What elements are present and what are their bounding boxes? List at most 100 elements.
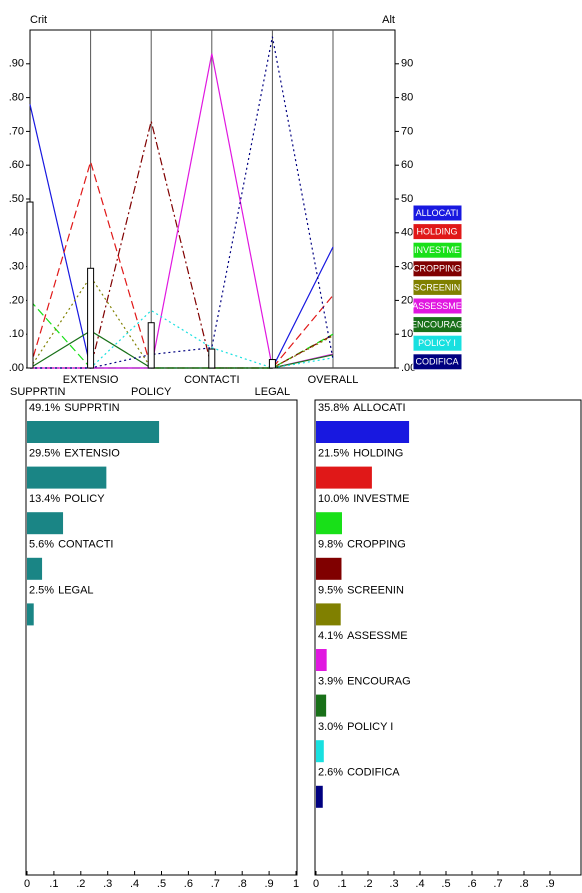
y-tick-label: .80 [9, 92, 24, 104]
x-tick-label: .6 [184, 878, 193, 890]
y-tick-label: .70 [9, 125, 24, 137]
x-tick-label: .4 [130, 878, 139, 890]
y-tick-label: .10 [9, 328, 24, 340]
weight-bar [26, 201, 34, 369]
bar [27, 557, 43, 580]
value-label: 49.1% [29, 402, 60, 414]
legend-text: SCREENIN [414, 282, 461, 292]
y2-tick-label: .00 [401, 362, 416, 374]
value-label: 3.9% [318, 676, 343, 688]
value-label: 4.1% [318, 630, 343, 642]
y2-tick-label: 30 [401, 261, 413, 273]
y-tick-label: .90 [9, 58, 24, 70]
x-tick-label: 1 [293, 878, 299, 890]
category-label: SUPPRTIN [64, 402, 119, 414]
y-tick-label: .20 [9, 294, 24, 306]
bar [316, 466, 372, 489]
legend-box [412, 353, 463, 371]
alternative-line [30, 36, 334, 369]
y-tick-label: .40 [9, 227, 24, 239]
category-label: SUPPRTIN [10, 386, 65, 398]
x-tick-label: .7 [493, 878, 502, 890]
weight-bar [147, 322, 155, 369]
y2-tick-label: 60 [401, 159, 413, 171]
y2-tick-label: 70 [401, 125, 413, 137]
weight-bar [87, 267, 95, 369]
legend-box [412, 223, 463, 241]
bar [316, 740, 324, 763]
x-tick-label: 0 [313, 878, 319, 890]
legend-box [412, 297, 463, 315]
x-tick-label: .2 [76, 878, 85, 890]
x-tick-label: .8 [238, 878, 247, 890]
category-label: ASSESSME [347, 630, 408, 642]
value-label: 29.5% [29, 448, 60, 460]
value-label: 10.0% [318, 493, 349, 505]
y2-tick-label: 20 [401, 294, 413, 306]
legend-box [412, 316, 463, 334]
legend-text: INVESTME [414, 245, 460, 255]
y-tick-label: .60 [9, 159, 24, 171]
y-tick-label: .30 [9, 261, 24, 273]
x-tick-label: .9 [545, 878, 554, 890]
bar [316, 649, 327, 671]
value-label: 9.8% [318, 539, 343, 551]
weight-bar [268, 359, 276, 369]
value-label: 21.5% [318, 448, 349, 460]
alternative-line [29, 330, 334, 369]
y-tick-label: .00 [9, 362, 24, 374]
value-label: 2.5% [29, 584, 54, 596]
category-label: OVERALL [308, 374, 359, 386]
category-label: POLICY [64, 493, 105, 505]
bar [27, 466, 107, 489]
bar [316, 512, 342, 535]
category-label: CODIFICA [347, 767, 400, 779]
category-label: EXTENSIO [64, 448, 120, 460]
x-tick-label: .1 [49, 878, 58, 890]
legend-text: HOLDING [416, 226, 457, 236]
value-label: 35.8% [318, 402, 349, 414]
x-tick-label: .5 [441, 878, 450, 890]
category-label: CROPPING [347, 539, 406, 551]
category-label: POLICY [131, 386, 172, 398]
value-label: 9.5% [318, 584, 343, 596]
category-label: POLICY I [347, 721, 393, 733]
x-tick-label: .6 [467, 878, 476, 890]
bar [27, 421, 160, 443]
y2-tick-label: 10 [401, 328, 413, 340]
category-label: LEGAL [58, 584, 93, 596]
weight-bar [208, 348, 216, 369]
legend-box [412, 278, 463, 296]
x-tick-label: .4 [415, 878, 424, 890]
alternative-line [29, 275, 334, 369]
y2-tick-label: 40 [401, 227, 413, 239]
legend-text: POLICY I [418, 338, 456, 348]
value-label: 2.6% [318, 767, 343, 779]
legend-box [412, 334, 463, 352]
category-label: ALLOCATI [353, 402, 405, 414]
category-label: CONTACTI [58, 539, 113, 551]
x-tick-label: .3 [389, 878, 398, 890]
x-tick-label: .9 [265, 878, 274, 890]
value-label: 13.4% [29, 493, 60, 505]
bar [27, 512, 64, 535]
y2-tick-label: 90 [401, 58, 413, 70]
x-tick-label: .8 [519, 878, 528, 890]
category-label: LEGAL [255, 386, 290, 398]
x-tick-label: .1 [337, 878, 346, 890]
left-axis-label: Crit [30, 14, 47, 26]
legend-text: ASSESSME [412, 301, 462, 311]
x-tick-label: .5 [157, 878, 166, 890]
category-label: SCREENIN [347, 584, 404, 596]
y2-tick-label: 80 [401, 92, 413, 104]
legend-text: ALLOCATI [416, 208, 459, 218]
right-axis-label: Alt [382, 14, 395, 26]
x-tick-label: 0 [24, 878, 30, 890]
bar [316, 557, 342, 580]
x-tick-label: .2 [363, 878, 372, 890]
bar [316, 603, 341, 626]
x-tick-label: .3 [103, 878, 112, 890]
category-label: CONTACTI [184, 374, 239, 386]
